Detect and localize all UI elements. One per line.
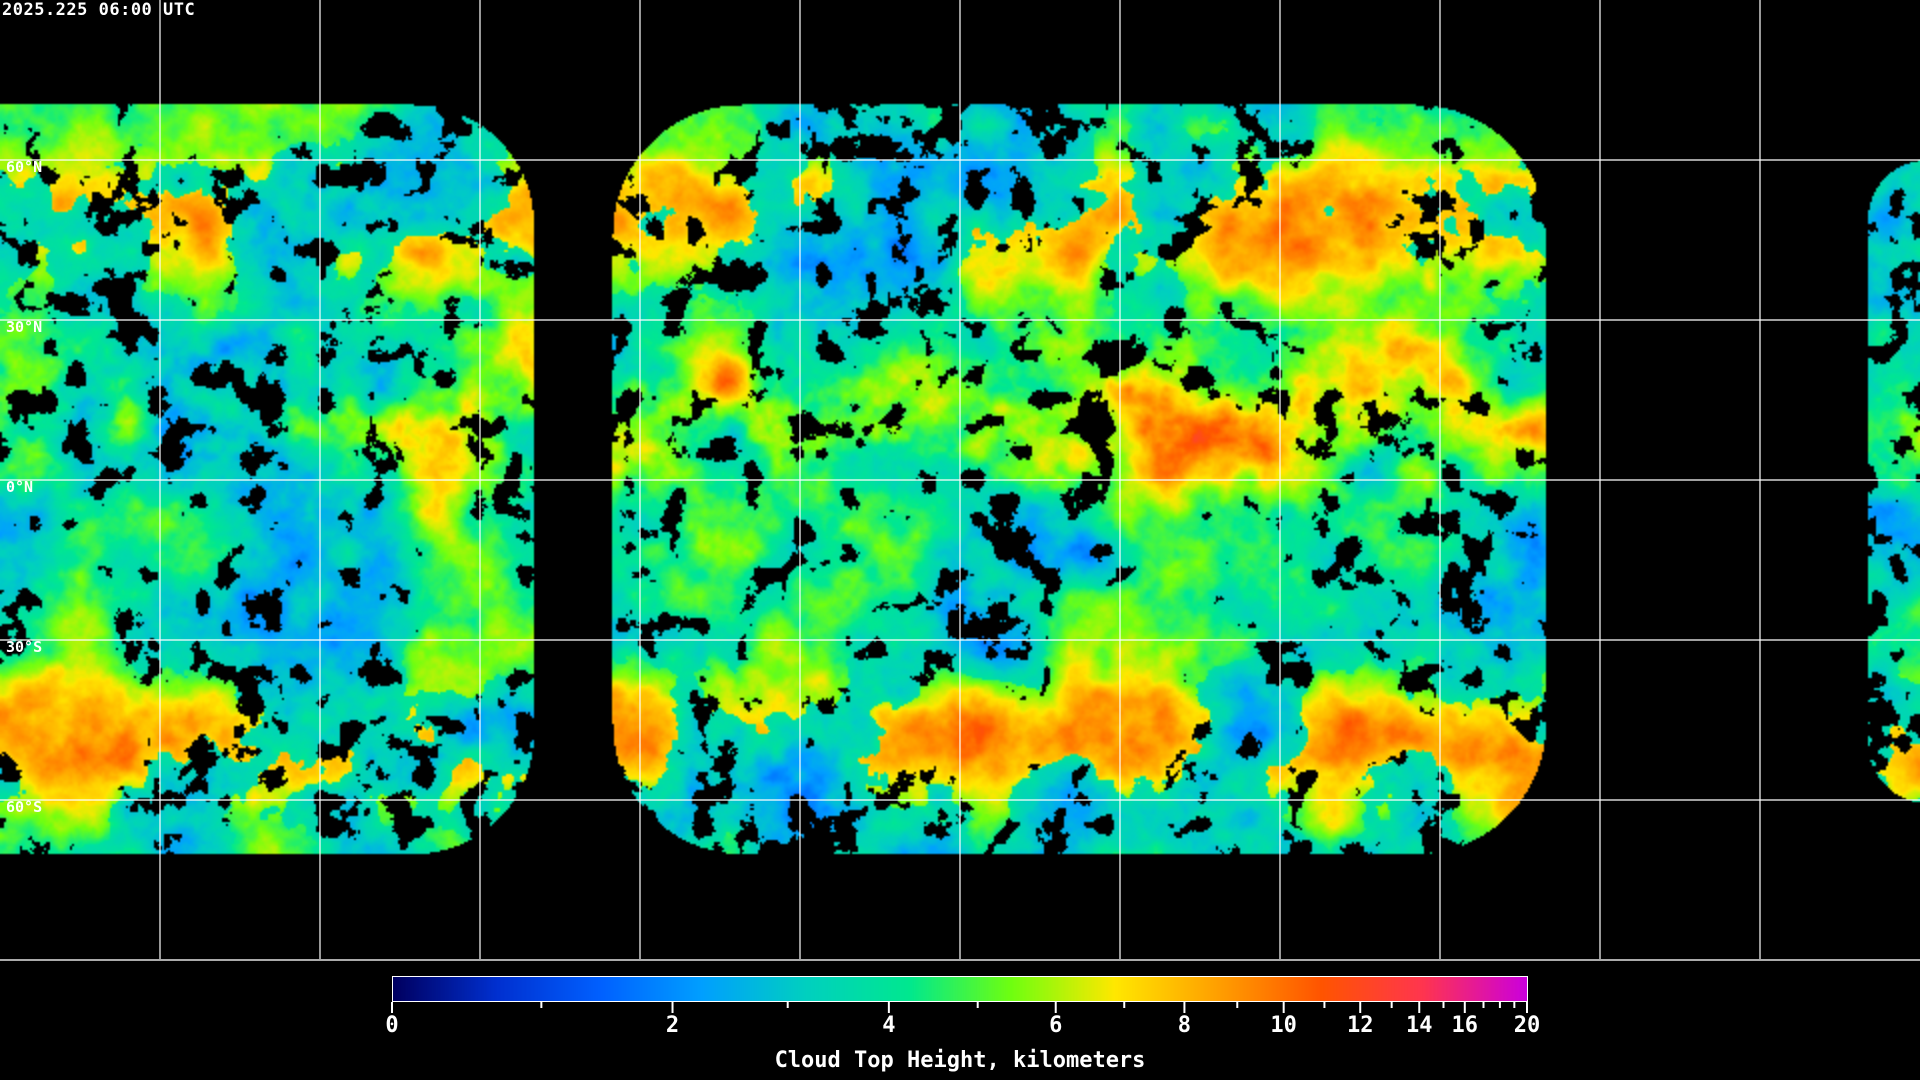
colorbar-tick-label: 10 <box>1270 1013 1297 1038</box>
colorbar-tick-label: 2 <box>665 1013 680 1038</box>
latitude-label: 60°N <box>6 158 43 176</box>
colorbar-tick-label: 8 <box>1177 1013 1192 1038</box>
colorbar-tick-label: 0 <box>385 1013 399 1038</box>
colorbar-tick-label: 12 <box>1346 1013 1374 1038</box>
timestamp: 2025.225 06:00 UTC <box>2 0 196 20</box>
latitude-label: 60°S <box>6 798 43 816</box>
map-grid <box>0 0 1920 960</box>
colorbar-tick-label: 16 <box>1451 1013 1479 1038</box>
cloud-top-height-map <box>0 0 1920 960</box>
colorbar-tick-label: 6 <box>1049 1013 1063 1038</box>
colorbar-tick-label: 4 <box>882 1013 896 1038</box>
map-frame-border <box>0 959 1920 961</box>
colorbar-tick-label: 14 <box>1406 1013 1433 1038</box>
latitude-label: 30°N <box>6 318 43 336</box>
colorbar-tick-label: 20 <box>1513 1013 1541 1038</box>
colorbar-title: Cloud Top Height, kilometers <box>774 1048 1146 1073</box>
latitude-label: 30°S <box>6 638 43 656</box>
latitude-label: 0°N <box>6 478 34 496</box>
colorbar <box>392 976 1528 1002</box>
